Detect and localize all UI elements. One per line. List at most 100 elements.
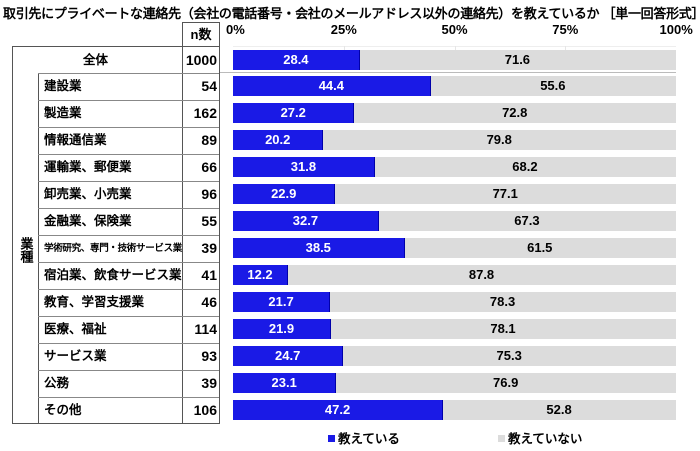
value-label-yes: 12.2 — [247, 267, 273, 282]
value-label-yes: 23.1 — [271, 375, 297, 390]
stacked-bar: 24.7 75.3 — [233, 346, 676, 366]
value-label-yes: 47.2 — [324, 402, 351, 417]
stacked-bar: 27.2 72.8 — [233, 103, 676, 123]
n-column-header: n数 — [182, 22, 220, 46]
gridline — [454, 46, 456, 50]
category-column-divider — [38, 73, 39, 423]
sample-size: 55 — [201, 213, 217, 229]
table-row-total: 全体 1000 — [13, 47, 219, 74]
bar-segment-yes — [233, 319, 332, 339]
value-label-yes: 21.7 — [268, 294, 294, 309]
value-label-yes: 31.8 — [290, 159, 317, 174]
table-row: 医療、福祉 114 — [13, 316, 219, 343]
row-divider — [38, 370, 219, 371]
sample-size: 96 — [201, 186, 217, 202]
stacked-bar: 44.4 55.6 — [233, 76, 676, 96]
gridline — [343, 46, 345, 50]
table-row: 卸売業、小売業 96 — [13, 181, 219, 208]
chart-title: 取引先にプライベートな連絡先（会社の電話番号・会社のメールアドレス以外の連絡先）… — [3, 6, 700, 21]
value-label-yes: 27.2 — [280, 105, 306, 120]
bar-segment-yes — [233, 50, 360, 70]
sample-size: 1000 — [185, 52, 217, 68]
sample-size: 89 — [201, 132, 217, 148]
value-label-yes: 28.4 — [283, 52, 309, 67]
value-label-no: 68.2 — [512, 159, 538, 174]
row-divider — [38, 343, 219, 344]
bar-segment-yes — [233, 346, 344, 366]
category-name: 公務 — [44, 376, 70, 390]
table-row: 建設業 54 — [13, 73, 219, 100]
x-tick-label: 0% — [226, 22, 245, 37]
table-row: 公務 39 — [13, 370, 219, 397]
row-divider — [38, 262, 219, 263]
category-name: 情報通信業 — [44, 133, 107, 147]
category-name: 宿泊業、飲食サービス業 — [44, 268, 182, 282]
legend-item-yes: 教えている — [328, 428, 400, 447]
x-tick-label: 50% — [441, 22, 468, 37]
total-separator-line — [220, 72, 676, 73]
sample-size: 162 — [193, 105, 217, 121]
value-label-no: 75.3 — [496, 348, 522, 363]
value-label-yes: 32.7 — [292, 213, 319, 228]
bar-segment-yes — [233, 103, 355, 123]
category-name: 卸売業、小売業 — [44, 187, 132, 201]
category-name: その他 — [44, 403, 82, 417]
bar-segment-yes — [233, 184, 336, 204]
value-label-no: 87.8 — [468, 267, 495, 282]
stacked-bar: 12.2 87.8 — [233, 265, 676, 285]
value-label-no: 72.8 — [502, 105, 528, 120]
row-divider — [38, 73, 219, 74]
sample-size: 41 — [201, 267, 217, 283]
legend-swatch-yes — [328, 435, 335, 443]
table-row: 運輸業、郵便業 66 — [13, 154, 219, 181]
x-tick-label: 25% — [330, 22, 357, 37]
value-label-no: 61.5 — [527, 240, 553, 255]
row-divider — [38, 235, 219, 236]
category-name: 学術研究、専門・技術サービス業 — [44, 243, 183, 254]
table-row: 教育、学習支援業 46 — [13, 289, 219, 316]
bar-segment-yes — [233, 76, 431, 96]
value-label-no: 67.3 — [514, 213, 540, 228]
row-divider — [38, 181, 219, 182]
value-label-yes: 20.2 — [265, 132, 291, 147]
bar-segment-yes — [233, 400, 444, 420]
sample-size: 93 — [201, 348, 217, 364]
stacked-bar: 20.2 79.8 — [233, 130, 676, 150]
stacked-bar: 23.1 76.9 — [233, 373, 676, 393]
value-label-no: 55.6 — [540, 78, 566, 93]
value-label-no: 78.3 — [489, 294, 516, 309]
x-tick-label: 100% — [659, 22, 693, 37]
row-divider — [38, 289, 219, 290]
stacked-bar: 28.4 71.6 — [233, 50, 676, 70]
row-divider — [38, 397, 219, 398]
row-divider — [38, 127, 219, 128]
table-row: 金融業、保険業 55 — [13, 208, 219, 235]
category-name: 運輸業、郵便業 — [44, 160, 132, 174]
row-divider — [38, 316, 219, 317]
value-label-no: 79.8 — [486, 132, 512, 147]
category-name: 金融業、保険業 — [44, 214, 132, 228]
category-name: 製造業 — [44, 106, 82, 120]
value-label-no: 76.9 — [493, 375, 519, 390]
category-label: 業種 — [18, 237, 34, 263]
bar-segment-yes — [233, 130, 324, 150]
sample-size: 66 — [201, 159, 217, 175]
bar-segment-yes — [233, 211, 379, 231]
sample-size: 106 — [193, 402, 217, 418]
sample-size: 39 — [201, 375, 217, 391]
bar-segment-yes — [233, 238, 405, 258]
sample-size: 114 — [194, 321, 217, 337]
table-row: 製造業 162 — [13, 100, 219, 127]
stacked-bar: 21.9 78.1 — [233, 319, 676, 339]
table-row: その他 106 — [13, 397, 219, 424]
value-label-no: 77.1 — [492, 186, 518, 201]
stacked-bar: 38.5 61.5 — [233, 238, 676, 258]
value-label-no: 52.8 — [546, 402, 572, 417]
value-label-yes: 21.9 — [268, 321, 295, 336]
bar-segment-yes — [233, 265, 289, 285]
stacked-bar: 22.9 77.1 — [233, 184, 676, 204]
category-name: 全体 — [83, 53, 109, 67]
category-name: 医療、福祉 — [44, 322, 107, 336]
row-divider — [38, 100, 219, 101]
table-row: 情報通信業 89 — [13, 127, 219, 154]
